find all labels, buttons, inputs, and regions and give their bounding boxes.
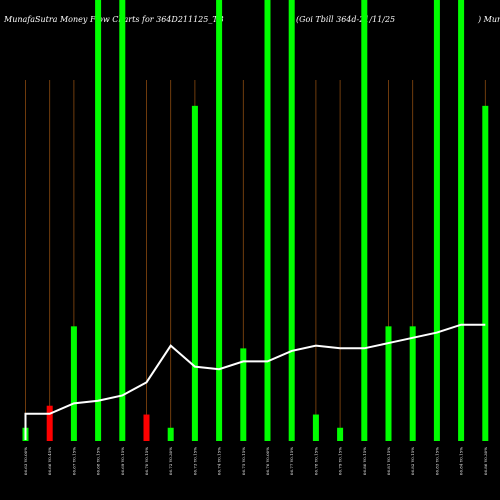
flow-bar <box>409 326 416 441</box>
price-line-group <box>24 323 486 440</box>
x-tick-label: 06.81 Y0.15% <box>386 447 391 475</box>
chart-title-right: ) Munaf <box>477 15 500 24</box>
x-tick-label: 06.86 Y0.30% <box>483 447 488 475</box>
flow-bar <box>433 0 440 441</box>
chart-title-left: MunafaSutra Money Flow Charts for 364D21… <box>3 15 224 24</box>
flow-bar <box>46 405 53 441</box>
x-tick-label: 06.80 Y0.15% <box>362 447 367 475</box>
x-tick-label: 06.69 Y0.15% <box>120 447 125 475</box>
flow-bar <box>191 105 198 441</box>
flow-bar <box>216 0 223 441</box>
x-tick-label: 06.74 Y0.15% <box>217 447 222 475</box>
flow-bar <box>458 0 465 441</box>
flow-bar <box>119 0 126 441</box>
x-tick-label: 06.78 Y0.15% <box>313 447 318 475</box>
x-tick-label: 06.77 Y0.15% <box>289 447 294 475</box>
flow-bar <box>95 0 102 441</box>
flow-bar <box>482 105 489 441</box>
x-tick-label: 06.76 Y0.00% <box>265 447 270 475</box>
x-tick-label: 06.82 Y0.15% <box>410 447 415 475</box>
x-tick-label: 06.63 Y0.00% <box>23 447 28 475</box>
x-tick-label: 06.84 Y0.15% <box>459 447 464 475</box>
x-tick-label: 06.79 Y0.15% <box>338 447 343 475</box>
bars <box>22 0 489 441</box>
x-tick-label: 06.68 Y0.15% <box>96 447 101 475</box>
flow-bar <box>337 427 344 441</box>
flow-bar <box>312 414 319 441</box>
flow-bar <box>240 348 247 441</box>
x-tick-label: 06.70 Y0.15% <box>144 447 149 475</box>
x-tick-labels: 06.63 Y0.00% 06.66 Y0.45% 06.67 Y0.15% 06.6… <box>23 447 488 475</box>
flow-bar <box>167 427 174 441</box>
flow-bar <box>264 0 271 441</box>
x-tick-label: 06.73 Y0.15% <box>192 447 197 475</box>
price-line <box>24 323 486 440</box>
grid-lines <box>25 80 486 441</box>
flow-bar <box>361 0 368 441</box>
x-tick-label: 06.72 Y0.30% <box>168 447 173 475</box>
flow-bar <box>70 326 77 441</box>
flow-bar <box>143 414 150 441</box>
x-tick-label: 06.83 Y0.15% <box>434 447 439 475</box>
flow-bar <box>288 0 295 441</box>
x-tick-label: 06.67 Y0.15% <box>71 447 76 475</box>
chart-title-mid: (Goi Tbill 364d-21/11/25 <box>296 15 395 24</box>
flow-bar <box>385 326 392 441</box>
x-tick-label: 06.66 Y0.45% <box>47 447 52 475</box>
x-tick-label: 06.75 Y0.15% <box>241 447 246 475</box>
